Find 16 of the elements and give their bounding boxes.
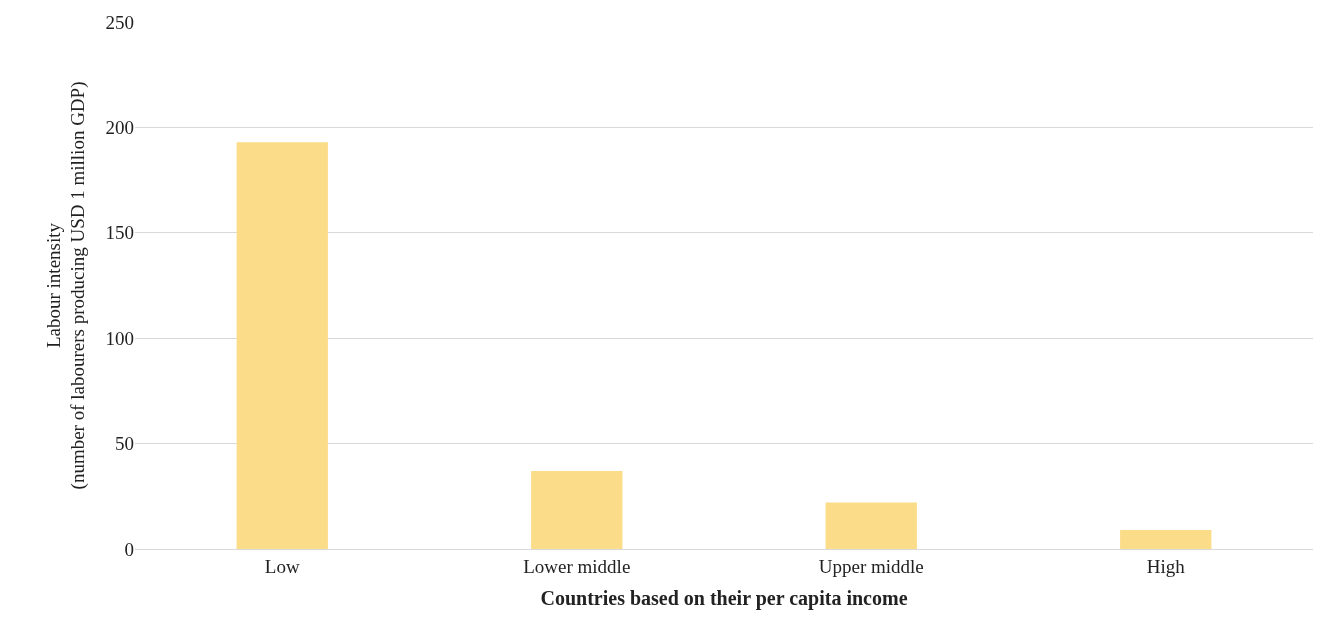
bar — [236, 142, 328, 549]
x-tick-label: Low — [264, 555, 300, 577]
y-axis-title: Labour intensity (number of labourers producing USD 1 million GDP) — [42, 81, 90, 490]
y-tick-label: 100 — [105, 327, 134, 349]
x-axis-title: Countries based on their per capita income — [540, 587, 908, 611]
x-tick-label: Lower middle — [523, 555, 631, 577]
y-tick-label: 200 — [105, 117, 134, 139]
y-tick-label: 150 — [105, 222, 134, 244]
y-tick-label: 50 — [115, 433, 134, 455]
y-tick-label: 0 — [124, 538, 134, 560]
x-tick-label: High — [1146, 555, 1186, 577]
bar — [825, 502, 917, 549]
bar — [531, 471, 623, 549]
y-tick-label: 250 — [105, 11, 134, 33]
bar — [1120, 530, 1212, 549]
x-tick-label: Upper middle — [818, 555, 924, 577]
